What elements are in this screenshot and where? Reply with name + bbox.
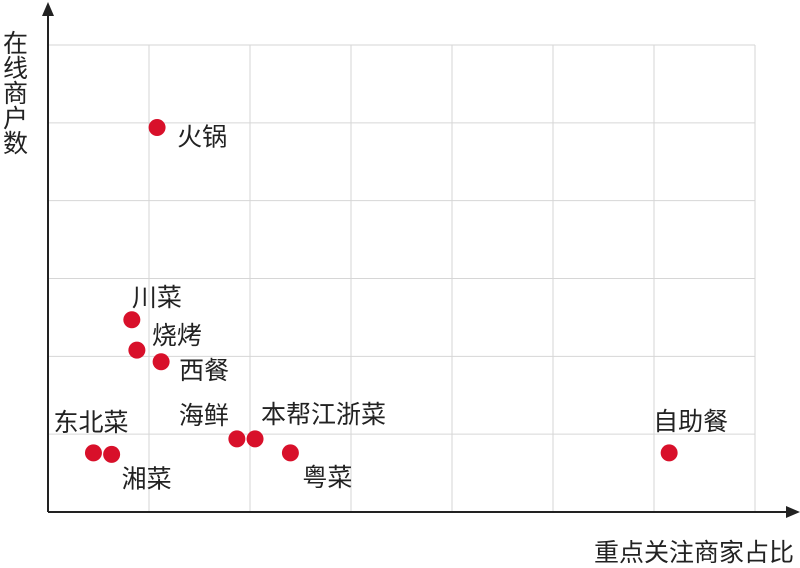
data-point-label: 本帮江浙菜 [261, 400, 386, 429]
data-point-label: 粤菜 [302, 463, 352, 492]
data-point [128, 341, 146, 359]
data-point [123, 311, 141, 329]
data-point-label: 东北菜 [53, 408, 128, 437]
data-point-label: 自助餐 [653, 407, 728, 436]
data-point [228, 430, 246, 448]
data-point [281, 444, 299, 462]
data-point [103, 445, 121, 463]
data-point [84, 444, 102, 462]
data-point-label: 烧烤 [152, 321, 202, 350]
data-point [660, 444, 678, 462]
x-axis-arrow [786, 506, 800, 518]
x-axis-label: 重点关注商家占比 [594, 538, 794, 567]
data-point-label: 火锅 [177, 123, 227, 152]
y-axis-label: 在线商户数 [0, 30, 29, 155]
data-point [152, 353, 170, 371]
data-point-label: 川菜 [132, 283, 182, 312]
data-point [246, 430, 264, 448]
data-point-label: 西餐 [179, 356, 229, 385]
data-point-label: 湘菜 [122, 464, 172, 493]
y-axis-arrow [42, 2, 54, 16]
grid [48, 44, 756, 512]
data-point [148, 119, 166, 137]
data-point-label: 海鲜 [179, 401, 229, 430]
data-points [84, 119, 678, 463]
